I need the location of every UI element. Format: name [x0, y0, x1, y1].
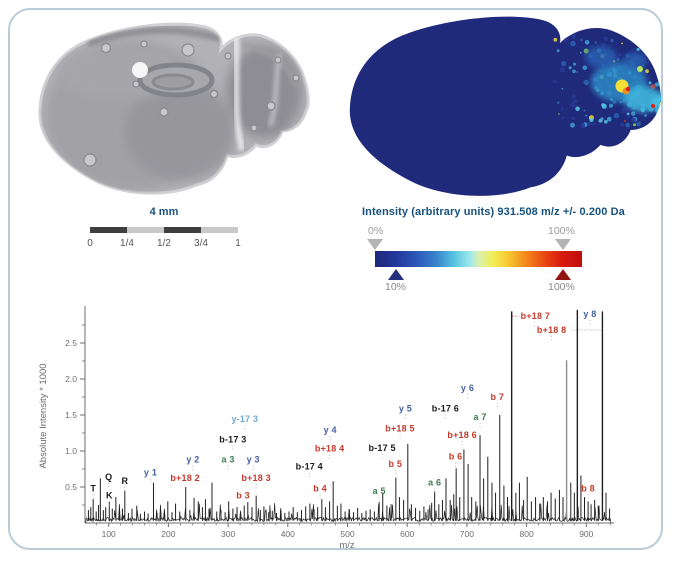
- svg-text:b+18 8: b+18 8: [537, 325, 566, 335]
- svg-text:800: 800: [520, 529, 534, 539]
- svg-text:R: R: [121, 476, 128, 486]
- triangle-up-icon: [388, 269, 404, 280]
- svg-text:y 1: y 1: [144, 467, 157, 477]
- svg-text:y-17 3: y-17 3: [231, 414, 258, 424]
- ion-image-base: [349, 16, 662, 196]
- svg-text:m/z: m/z: [339, 540, 355, 551]
- mass-spectrum-chart: 0.5 1.0 1.5 2.0 2.5 100 200 300 400 500 600 700 800 9…: [38, 306, 614, 551]
- svg-text:a 6: a 6: [428, 478, 441, 488]
- svg-text:400: 400: [281, 529, 295, 539]
- scale-bar-tick-labels: 0 1/4 1/2 3/4 1: [78, 238, 250, 252]
- svg-text:b+18 4: b+18 4: [315, 444, 344, 454]
- svg-text:Absolute Intensity * 1000: Absolute Intensity * 1000: [38, 363, 49, 468]
- colorbar-gradient: [375, 251, 582, 267]
- scale-bar-tick-label: 0: [87, 238, 93, 249]
- svg-text:Q: Q: [105, 472, 112, 482]
- svg-text:b+18 6: b+18 6: [447, 430, 476, 440]
- svg-text:0.5: 0.5: [65, 482, 77, 492]
- brain-tissue-texture: [45, 27, 302, 191]
- triangle-down-icon: [367, 239, 383, 250]
- svg-text:500: 500: [340, 529, 354, 539]
- scale-bar-tick-label: 1: [235, 238, 241, 249]
- svg-text:K: K: [106, 491, 113, 501]
- svg-text:b+18 3: b+18 3: [241, 473, 270, 483]
- svg-text:b 6: b 6: [449, 452, 463, 462]
- svg-text:y 5: y 5: [399, 403, 412, 413]
- scale-bar-segment: [127, 227, 164, 233]
- scale-bar-tick-label: 1/4: [120, 238, 134, 249]
- svg-text:a 3: a 3: [222, 455, 235, 465]
- svg-text:y 6: y 6: [461, 383, 474, 393]
- svg-text:a 7: a 7: [473, 412, 486, 422]
- svg-text:b 4: b 4: [313, 483, 327, 493]
- colorbar-lower-threshold-label: 10%: [385, 281, 407, 293]
- svg-text:b 7: b 7: [491, 392, 505, 402]
- svg-text:b-17 5: b-17 5: [369, 443, 396, 453]
- scale-bar-segment: [90, 227, 127, 233]
- svg-text:1.0: 1.0: [65, 446, 77, 456]
- scale-bar-segment: [201, 227, 238, 233]
- colorbar-min-label: 0%: [368, 225, 384, 237]
- svg-text:900: 900: [579, 529, 593, 539]
- svg-text:b+18 7: b+18 7: [521, 311, 550, 321]
- svg-text:a 5: a 5: [373, 486, 386, 496]
- triangle-down-icon: [555, 239, 571, 250]
- colorbar-max-label: 100%: [548, 225, 575, 237]
- optical-brain-image: [38, 22, 310, 195]
- svg-text:b-17 3: b-17 3: [219, 434, 246, 444]
- svg-text:600: 600: [400, 529, 414, 539]
- ion-image-hotspots: [552, 32, 662, 129]
- svg-text:1.5: 1.5: [65, 410, 77, 420]
- svg-text:b+18 5: b+18 5: [385, 424, 414, 434]
- svg-text:700: 700: [460, 529, 474, 539]
- svg-text:T: T: [90, 483, 96, 493]
- svg-text:b-17 6: b-17 6: [432, 403, 459, 413]
- scale-bar-tick-label: 3/4: [194, 238, 208, 249]
- svg-text:200: 200: [161, 529, 175, 539]
- svg-text:b-17 4: b-17 4: [296, 462, 323, 472]
- svg-text:300: 300: [221, 529, 235, 539]
- svg-text:b 3: b 3: [236, 491, 250, 501]
- scale-bar-segment: [164, 227, 201, 233]
- svg-text:100: 100: [102, 529, 116, 539]
- ion-intensity-image: [349, 16, 662, 196]
- scale-bar-title: 4 mm: [149, 206, 179, 218]
- svg-text:y 2: y 2: [186, 455, 199, 465]
- scale-bar-tick-label: 1/2: [157, 238, 171, 249]
- svg-text:y 8: y 8: [583, 309, 596, 319]
- svg-text:y 3: y 3: [247, 455, 260, 465]
- svg-text:b+18 2: b+18 2: [170, 473, 199, 483]
- svg-text:y 4: y 4: [324, 425, 337, 435]
- svg-text:b 5: b 5: [388, 459, 402, 469]
- svg-text:2.0: 2.0: [65, 374, 77, 384]
- svg-text:b 8: b 8: [581, 483, 595, 493]
- triangle-up-icon: [555, 269, 571, 280]
- svg-text:2.5: 2.5: [65, 338, 77, 348]
- colorbar-title: Intensity (arbitrary units) 931.508 m/z …: [362, 206, 625, 218]
- colorbar-upper-threshold-label: 100%: [548, 281, 575, 293]
- scale-bar: [90, 227, 238, 233]
